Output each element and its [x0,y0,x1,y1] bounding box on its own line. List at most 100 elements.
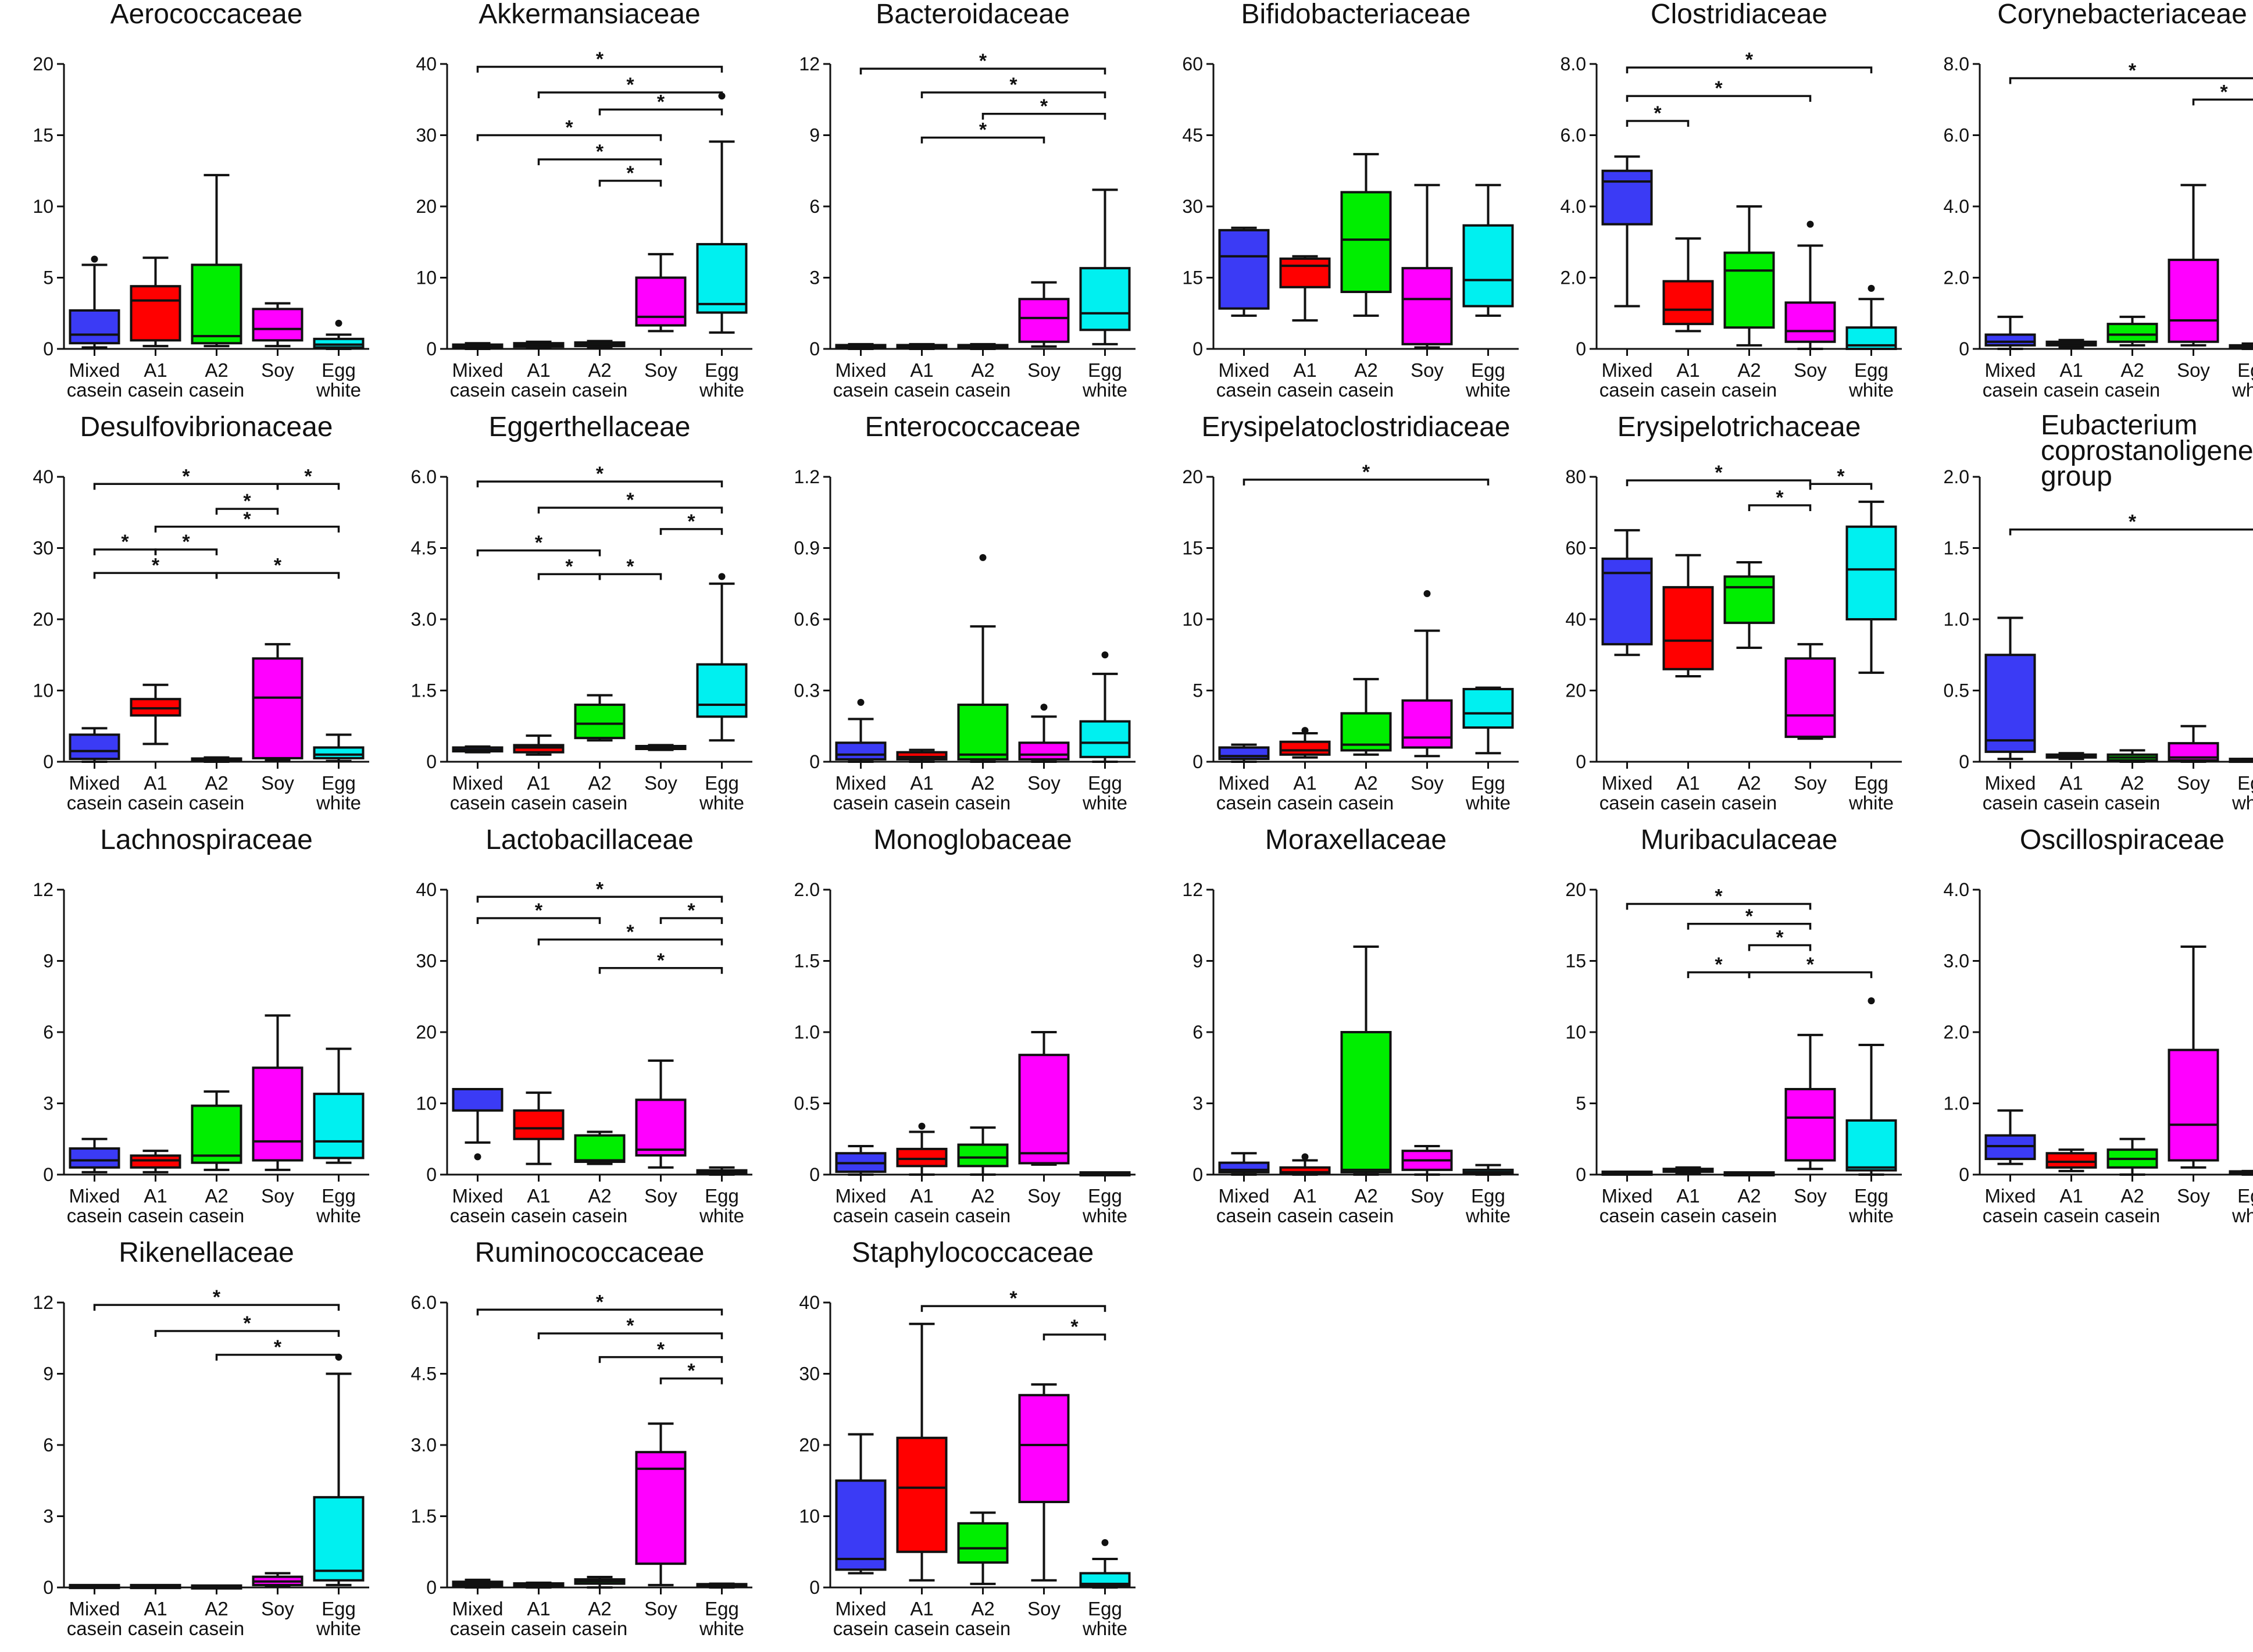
box-group [452,1578,504,1589]
x-tick-label: casein [1661,1205,1716,1226]
box-group [1723,561,1775,649]
x-tick-label: Egg [1471,359,1505,381]
x-tick-label: Egg [1088,1185,1122,1207]
significance-bracket: * [659,511,723,535]
box-group [1462,686,1514,755]
significance-star: * [979,119,987,141]
chart-panel: Erysipelotrichaceae 0 20 40 60 80 Mixed casein A… [1536,413,1919,820]
box [191,263,242,345]
significance-star: * [1715,77,1723,99]
y-tick-label: 2.0 [1944,466,1969,487]
significance-bracket: * [537,1315,723,1340]
chart-title: Erysipelotrichaceae [1617,412,1861,443]
box-group [191,756,242,763]
box [2168,258,2219,343]
x-tick-label: Mixed [1601,772,1652,794]
x-tick-label: Soy [1027,1598,1061,1619]
chart-title: Eggerthellaceae [488,412,691,443]
box-group [313,1353,365,1586]
x-tick-label: casein [833,792,888,813]
x-tick-label: A2 [1354,772,1377,794]
x-tick-label: A2 [588,1598,611,1619]
x-tick-label: white [316,792,361,813]
y-tick-label: 0 [1959,338,1969,359]
x-tick-label: white [1848,792,1894,813]
box [1218,229,1270,310]
x-tick-label: A1 [910,772,933,794]
x-tick-label: casein [2105,1205,2160,1226]
chart-plot: 01.53.04.56.0MixedcaseinA1caseinA2casein… [411,463,752,813]
significance-bracket: * [1626,49,1873,74]
chart-title: Enterococcaceae [865,412,1081,443]
x-tick-label: A2 [205,772,228,794]
x-tick-label: Mixed [452,359,503,381]
x-tick-label: casein [1661,792,1716,813]
box-group [2106,315,2158,347]
significance-star: * [657,950,665,972]
significance-star: * [535,900,543,922]
x-tick-label: A1 [144,772,167,794]
chart-title: Bacteroidaceae [876,0,1070,30]
outlier-point [1868,284,1875,292]
box-group [957,1126,1009,1176]
significance-star: * [687,900,695,922]
significance-star: * [657,1339,665,1361]
y-tick-label: 6.0 [411,466,437,487]
outlier-point [718,573,726,580]
box-group [69,1137,120,1173]
x-tick-label: Soy [1794,359,1827,381]
box [896,1147,948,1168]
chart-panel: Eggerthellaceae 0 1.5 3.0 4.5 6.0 Mixed casein A… [386,413,770,820]
outlier-point [1301,727,1309,734]
significance-bracket: * [1748,954,1873,979]
box [1279,740,1331,756]
y-tick-label: 40 [1565,609,1586,630]
chart-panel: Lactobacillaceae 0 10 20 30 40 Mixed casein A1 ca… [386,826,770,1233]
box-group [2229,1169,2253,1176]
x-tick-label: casein [1599,379,1655,401]
y-tick-label: 3 [1192,1093,1203,1114]
box-group [2168,184,2219,347]
y-tick-label: 0 [43,751,53,772]
box-group [452,342,504,350]
x-tick-label: A1 [2059,1185,2083,1207]
box [957,704,1009,761]
y-tick-label: 1.0 [794,1022,820,1043]
chart-title: Bifidobacteriaceae [1241,0,1471,30]
x-tick-label: Soy [1027,772,1061,794]
box-group [1723,1171,1775,1177]
significance-star: * [596,48,604,70]
x-tick-label: casein [67,792,122,813]
x-tick-label: Mixed [1984,359,2036,381]
significance-bracket: * [537,921,723,945]
bracket-line [1626,95,1812,102]
x-tick-label: casein [894,1618,949,1639]
box [1401,699,1453,749]
box-group [1601,529,1653,656]
x-tick-label: casein [128,1618,183,1639]
bracket-line [476,917,601,924]
box [2168,1048,2219,1162]
x-tick-label: Soy [261,1598,294,1619]
x-tick-label: casein [511,1205,566,1226]
bracket-line [1626,902,1812,910]
y-tick-label: 3 [809,267,820,288]
box-group [1079,1171,1131,1177]
y-tick-label: 20 [416,1022,437,1043]
x-tick-label: white [699,1618,744,1639]
bracket-line [476,480,723,488]
significance-bracket: * [1626,462,1812,487]
box-group [574,1576,626,1589]
significance-bracket: * [93,465,279,490]
chart-panel: Desulfovibrionaceae 0 10 20 30 40 Mixed casein A… [3,413,387,820]
x-tick-label: casein [1599,1205,1655,1226]
x-tick-label: casein [1216,1205,1272,1226]
box [696,242,748,314]
significance-bracket: * [1242,461,1490,486]
box [313,337,365,349]
box-group [1279,727,1331,759]
